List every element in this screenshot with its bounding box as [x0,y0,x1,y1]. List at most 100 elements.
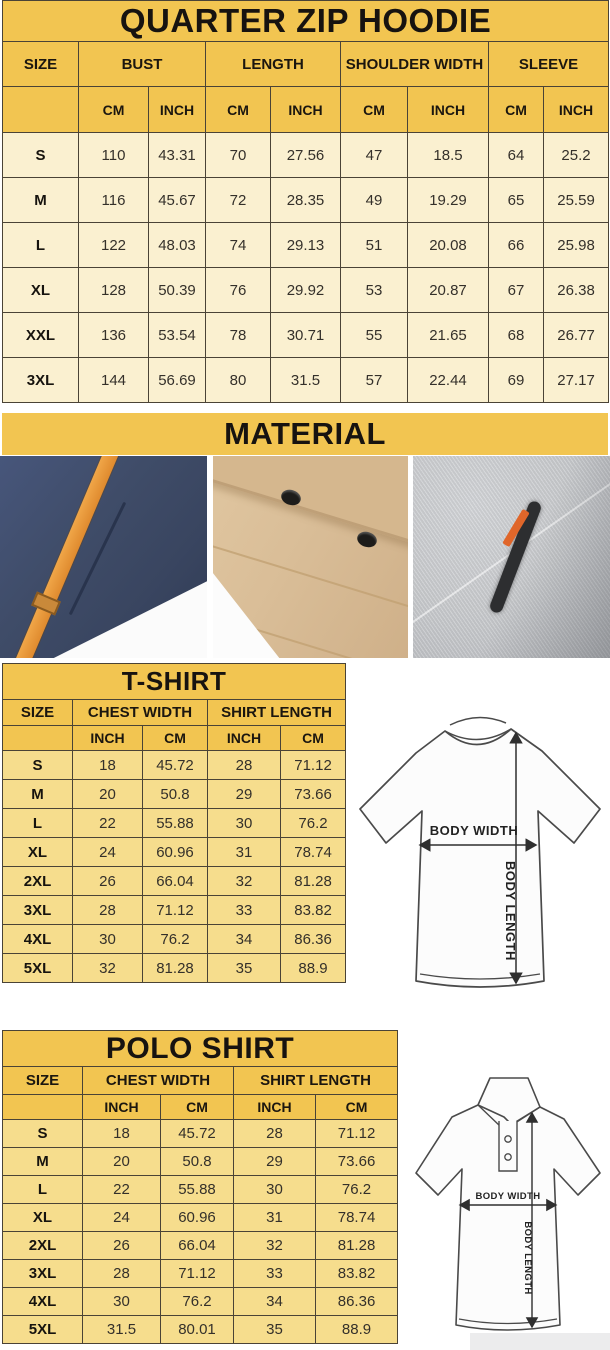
value-cell: 53 [340,267,408,313]
value-cell: 73.66 [314,1147,399,1176]
value-cell: 116 [78,177,149,223]
value-cell: 30 [82,1287,161,1316]
value-cell: 68 [488,312,544,358]
polo-size-table: POLO SHIRT SIZE CHEST WIDTH SHIRT LENGTH… [1,1030,399,1344]
column-header-length: LENGTH [205,41,341,87]
polo-placket-shape [498,1121,518,1172]
unit-header-inch: INCH [207,725,281,751]
value-cell: 19.29 [407,177,489,223]
table-row: SIZE CHEST WIDTH SHIRT LENGTH [2,699,347,726]
value-cell: 74 [205,222,271,268]
column-header-size: SIZE [2,1066,83,1095]
tshirt-outline [359,728,601,988]
value-cell: 29.13 [270,222,341,268]
zipper-shape [488,499,543,615]
value-cell: 33 [207,895,281,925]
value-cell: 83.82 [279,895,347,925]
value-cell: 32 [72,953,143,983]
size-cell: S [2,1119,83,1148]
table-row: SIZE CHEST WIDTH SHIRT LENGTH [2,1066,399,1095]
table-row: INCH CM INCH CM [2,1094,399,1120]
value-cell: 24 [72,837,143,867]
table-row: 4XL 30 76.2 34 86.36 [2,1287,399,1316]
body-width-label: BODY WIDTH [475,1191,540,1202]
value-cell: 32 [207,866,281,896]
pocket-flap-shape [213,456,408,548]
value-cell: 71.12 [279,750,347,780]
column-header-chest-width: CHEST WIDTH [72,699,208,726]
table-row: XXL 136 53.54 78 30.71 55 21.65 68 26.77 [2,312,610,358]
value-cell: 28 [72,895,143,925]
material-photo-navy-drawstring [0,456,207,658]
value-cell: 18.5 [407,132,489,178]
tshirt-size-table: T-SHIRT SIZE CHEST WIDTH SHIRT LENGTH IN… [1,663,347,983]
unit-header-cm: CM [160,1094,234,1120]
value-cell: 88.9 [314,1315,399,1344]
value-cell: 88.9 [279,953,347,983]
size-cell: XXL [2,312,79,358]
value-cell: 25.59 [542,177,610,223]
unit-header-cm: CM [205,86,271,133]
size-cell: S [2,750,73,780]
table-row: 2XL 26 66.04 32 81.28 [2,866,347,896]
value-cell: 69 [488,357,544,403]
value-cell: 81.28 [279,866,347,896]
value-cell: 60.96 [142,837,208,867]
value-cell: 30 [233,1175,316,1204]
value-cell: 78.74 [314,1203,399,1232]
tshirt-hem-line [419,973,541,980]
polo-outline [415,1104,601,1331]
value-cell: 55 [340,312,408,358]
table-row: L 22 55.88 30 76.2 [2,808,347,838]
table-row: 3XL 28 71.12 33 83.82 [2,1259,399,1288]
value-cell: 76.2 [279,808,347,838]
table-row: 3XL 28 71.12 33 83.82 [2,895,347,925]
value-cell: 28 [233,1119,316,1148]
value-cell: 25.2 [542,132,610,178]
material-section-header: MATERIAL [2,413,608,455]
snap-button [355,529,379,550]
polo-measurement-diagram: BODY WIDTH BODY LENGTH [415,1077,601,1331]
column-header-bust: BUST [78,41,206,87]
unit-header-inch: INCH [148,86,206,133]
table-row: 5XL 32 81.28 35 88.9 [2,953,347,983]
value-cell: 51 [340,222,408,268]
value-cell: 60.96 [160,1203,234,1232]
body-length-label: BODY LENGTH [503,861,518,961]
value-cell: 31 [233,1203,316,1232]
value-cell: 136 [78,312,149,358]
table-row: S 18 45.72 28 71.12 [2,1119,399,1148]
value-cell: 26 [72,866,143,896]
value-cell: 30 [207,808,281,838]
background-gray-strip [470,1333,610,1350]
material-photo-gray-zipper [413,456,610,658]
value-cell: 26.77 [542,312,610,358]
table-row: M 20 50.8 29 73.66 [2,779,347,809]
unit-header-inch: INCH [542,86,610,133]
column-header-shoulder-width: SHOULDER WIDTH [340,41,489,87]
value-cell: 67 [488,267,544,313]
unit-header-cm: CM [78,86,149,133]
value-cell: 27.56 [270,132,341,178]
value-cell: 20 [72,779,143,809]
value-cell: 83.82 [314,1259,399,1288]
table-row: CM INCH CM INCH CM INCH CM INCH [2,86,610,133]
table-row: 3XL 144 56.69 80 31.5 57 22.44 69 27.17 [2,357,610,403]
table-row: POLO SHIRT [1,1030,399,1067]
value-cell: 81.28 [142,953,208,983]
value-cell: 29 [233,1147,316,1176]
value-cell: 43.31 [148,132,206,178]
column-header-size: SIZE [2,699,73,726]
value-cell: 45.72 [142,750,208,780]
value-cell: 144 [78,357,149,403]
value-cell: 26.38 [542,267,610,313]
value-cell: 50.8 [160,1147,234,1176]
value-cell: 21.65 [407,312,489,358]
value-cell: 30 [72,924,143,954]
value-cell: 22 [72,808,143,838]
column-header-shirt-length: SHIRT LENGTH [232,1066,399,1095]
value-cell: 35 [207,953,281,983]
value-cell: 31.5 [270,357,341,403]
value-cell: 32 [233,1231,316,1260]
value-cell: 80.01 [160,1315,234,1344]
